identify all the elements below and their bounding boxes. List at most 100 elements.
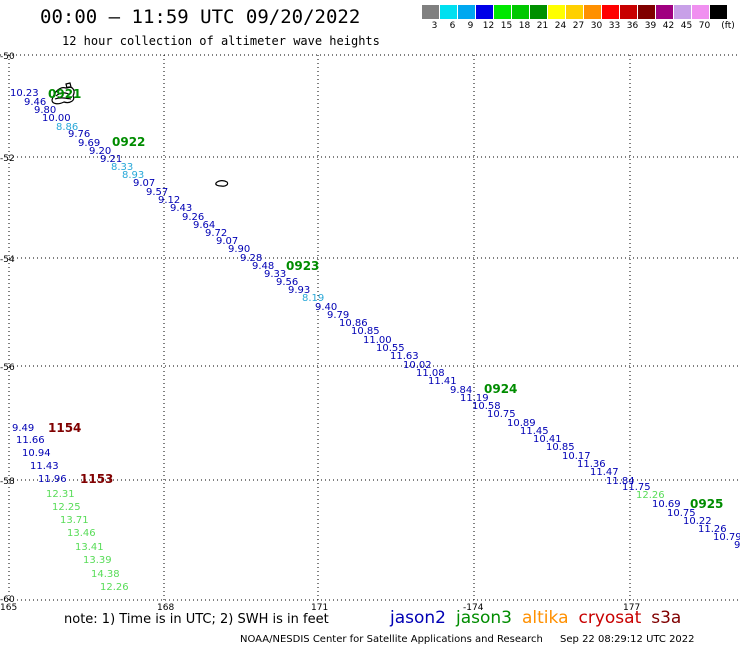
wave-height-value: 9.28 [240, 253, 262, 264]
legend-swatch [620, 5, 637, 19]
legend-swatch [710, 5, 727, 19]
wave-height-value: 9.90 [228, 244, 250, 255]
wave-height-value: 9.79 [327, 310, 349, 321]
legend-swatch [548, 5, 565, 19]
legend-label: 18 [518, 21, 531, 31]
wave-height-value: 9.20 [89, 146, 111, 157]
time-labels: 0921 0922 0923 0924 0925 1154 1153 [48, 87, 723, 511]
wave-height-value: 10.22 [683, 516, 712, 527]
wave-height-value: 9.43 [170, 203, 192, 214]
wave-height-value: 11.47 [590, 467, 619, 478]
wave-height-value: 11.66 [16, 435, 45, 446]
wave-height-value: 11.96 [38, 474, 67, 485]
wave-height-value: 10.23 [10, 88, 39, 99]
wave-height-value: 12.26 [636, 490, 665, 501]
pass-time-label: 0922 [112, 135, 145, 149]
page-title: 00:00 – 11:59 UTC 09/20/2022 [40, 6, 361, 28]
wave-height-value: 9.76 [68, 129, 90, 140]
wave-height-value: 9.64 [193, 220, 215, 231]
wave-height-value: 9.49 [12, 423, 34, 434]
wave-height-value: 10.75 [667, 508, 696, 519]
legend-swatch [440, 5, 457, 19]
wave-height-value: 9.07 [216, 236, 238, 247]
island-outline [65, 82, 72, 89]
wave-height-value: 9.21 [100, 154, 122, 165]
wave-height-value: 9.84 [450, 385, 472, 396]
legend-label: 30 [590, 21, 603, 31]
legend-swatch [674, 5, 691, 19]
legend-label: 27 [572, 21, 585, 31]
wave-height-value: 12.31 [46, 489, 75, 500]
wave-height-value: 13.41 [75, 542, 104, 553]
wave-height-value: 10.58 [472, 401, 501, 412]
wave-height-value: 8.19 [302, 293, 324, 304]
wave-height-value: 8.86 [56, 122, 78, 133]
wave-height-value: 8.33 [111, 162, 133, 173]
wave-height-value: 10.94 [22, 448, 51, 459]
wave-height-value: 11.41 [428, 376, 457, 387]
lon-tick-label: 171 [311, 603, 328, 613]
island-outline [54, 97, 72, 100]
wave-height-value: 9.12 [158, 195, 180, 206]
campbell-island-coastline [215, 180, 229, 187]
wave-height-value: 9.33 [264, 269, 286, 280]
satellite-jason2: jason2 [390, 608, 446, 628]
legend-swatch [602, 5, 619, 19]
legend-swatch [512, 5, 529, 19]
legend-swatch [494, 5, 511, 19]
wave-height-value: 11.26 [698, 524, 727, 535]
axis-tick-labels: -50 -52 -54 -56 -58 -60 165 168 171 -174… [0, 52, 640, 613]
satellite-altika: altika [522, 608, 569, 628]
legend-label: 24 [554, 21, 567, 31]
satellite-key: jason2 jason3 altika cryosat s3a [390, 608, 691, 628]
wave-height-value: 10.75 [487, 409, 516, 420]
legend-swatch [422, 5, 439, 19]
footnote: note: 1) Time is in UTC; 2) SWH is in fe… [64, 612, 329, 627]
wave-height-value: 11.36 [577, 459, 606, 470]
satellite-s3a: s3a [651, 608, 682, 628]
legend-label: 21 [536, 21, 549, 31]
credit-text: NOAA/NESDIS Center for Satellite Applica… [240, 634, 543, 645]
wave-height-value: 11.43 [30, 461, 59, 472]
wave-height-value: 9.48 [252, 261, 274, 272]
pass-time-label: 0923 [286, 259, 319, 273]
wave-height-value: 9.07 [133, 178, 155, 189]
legend-label: 3 [431, 21, 438, 31]
pass-time-label: 0921 [48, 87, 81, 101]
wave-height-values: 10.239.469.8010.008.869.769.699.209.218.… [10, 88, 740, 593]
wave-height-value: 10.85 [546, 442, 575, 453]
wave-height-value: 9.26 [182, 212, 204, 223]
legend-swatch [476, 5, 493, 19]
legend-swatch [656, 5, 673, 19]
wave-height-value: 10.86 [339, 318, 368, 329]
legend-label: 42 [662, 21, 675, 31]
wave-height-value: 10.55 [376, 343, 405, 354]
wave-height-value: 11.45 [520, 426, 549, 437]
wave-height-value: 10.00 [42, 113, 71, 124]
wave-height-value: 12.25 [52, 502, 81, 513]
wave-height-value: 9.56 [276, 277, 298, 288]
wave-height-value: 13.39 [83, 555, 112, 566]
lat-tick-label: -60 [0, 595, 15, 605]
wave-height-value: 9.72 [205, 228, 227, 239]
legend-label: 45 [680, 21, 693, 31]
map-grid [0, 54, 740, 601]
legend-swatch [566, 5, 583, 19]
page-subtitle: 12 hour collection of altimeter wave hei… [62, 34, 380, 48]
generated-timestamp: Sep 22 08:29:12 UTC 2022 [560, 634, 695, 645]
lon-tick-label: 165 [0, 603, 17, 613]
credit-line: NOAA/NESDIS Center for Satellite Applica… [240, 634, 695, 645]
lat-tick-label: -54 [0, 255, 15, 265]
legend-label: 33 [608, 21, 621, 31]
satellite-jason3: jason3 [456, 608, 512, 628]
wave-height-value: 13.71 [60, 515, 89, 526]
satellite-cryosat: cryosat [578, 608, 642, 628]
wave-height-value: 9.8 [734, 540, 740, 551]
wave-height-value: 11.63 [390, 351, 419, 362]
wave-height-value: 11.19 [460, 393, 489, 404]
auckland-islands-coastline [51, 82, 75, 105]
wave-height-value: 9.93 [288, 285, 310, 296]
wave-height-value: 12.26 [100, 582, 129, 593]
lat-tick-label: -50 [0, 52, 15, 62]
